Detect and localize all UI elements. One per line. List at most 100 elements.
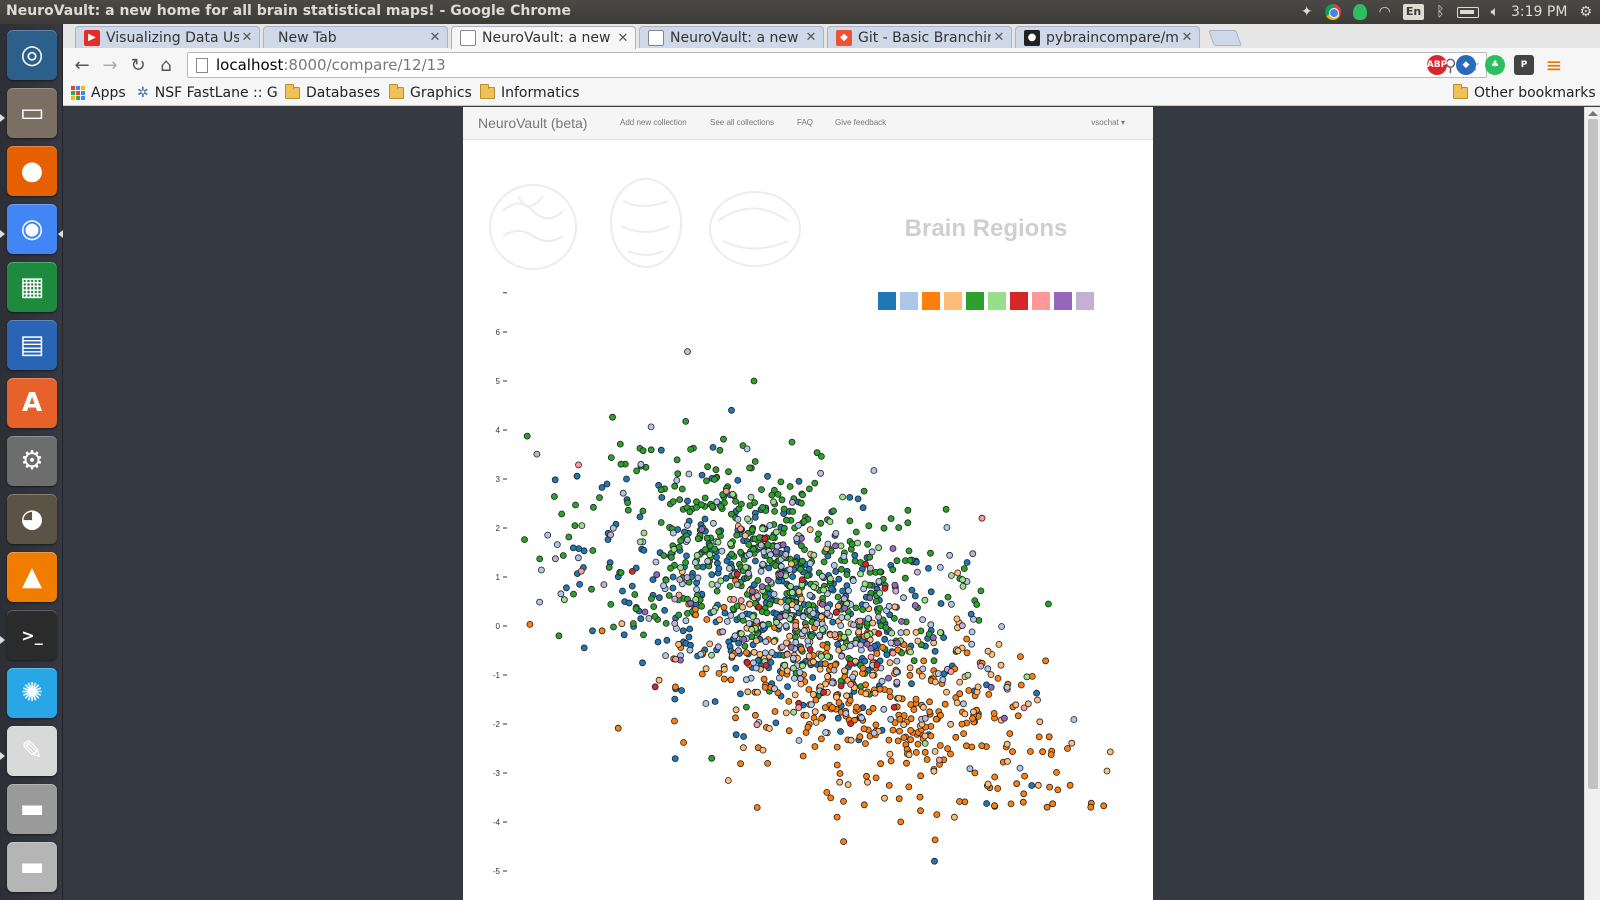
bookmark-other[interactable]: Other bookmarks [1453, 84, 1596, 101]
bookmark-databases[interactable]: Databases [285, 84, 380, 101]
scatter-point [806, 526, 814, 534]
app-splash-icon[interactable]: ✺ [7, 668, 57, 718]
browser-tab[interactable]: ● pybraincompare/ma ✕ [1015, 26, 1200, 48]
scatter-point [912, 695, 920, 703]
bookmark-informatics[interactable]: Informatics [480, 84, 580, 101]
terminal-icon[interactable]: >_ [7, 610, 57, 660]
tab-close-icon[interactable]: ✕ [617, 30, 629, 46]
chrome-tray-icon[interactable] [1324, 4, 1341, 20]
bookmark-fastlane[interactable]: ✲ NSF FastLane :: G [137, 85, 278, 101]
scatter-point [954, 569, 962, 577]
scatter-chart[interactable]: Brain Regions 6 5 4 3 2 1 0 -1 -2 -3 -4 -5 [463, 141, 1153, 900]
scatter-point [1053, 769, 1060, 776]
chrome-menu-icon[interactable]: ≡ [1545, 53, 1563, 77]
user-menu[interactable]: vsochat ▾ [1091, 118, 1125, 127]
nav-faq[interactable]: FAQ [797, 118, 814, 127]
zoom-search-icon[interactable]: ⚲ [1444, 56, 1457, 76]
scatter-point [651, 683, 659, 691]
scatter-point [843, 571, 851, 579]
scatter-point [671, 683, 679, 691]
scatter-point [780, 524, 788, 532]
address-bar[interactable]: localhost:8000/compare/12/13 ⚲ ☆ [187, 52, 1487, 78]
file-manager-icon[interactable]: ▭ [7, 88, 57, 138]
browser-tab[interactable]: NeuroVault: a new h ✕ [451, 26, 636, 49]
bookmark-graphics[interactable]: Graphics [389, 84, 472, 101]
scatter-point [846, 696, 854, 704]
tab-close-icon[interactable]: ✕ [993, 30, 1005, 45]
evernote-extension-icon[interactable]: ♣ [1485, 55, 1505, 75]
browser-tab[interactable]: ◆ Git - Basic Branching ✕ [827, 26, 1012, 48]
scatter-point [748, 526, 756, 534]
dropbox-icon[interactable]: ✦ [1300, 4, 1313, 20]
system-settings-icon[interactable]: ⚙ [7, 436, 57, 486]
scatter-point [867, 653, 875, 661]
bookmark-apps[interactable]: Apps [71, 85, 126, 101]
optical-drive-icon[interactable]: ▬ [7, 842, 57, 892]
gimp-icon[interactable]: ◕ [7, 494, 57, 544]
scatter-point [830, 561, 838, 569]
back-arrow-icon[interactable]: ← [74, 54, 90, 76]
scatter-point [821, 660, 829, 668]
scatter-point [610, 623, 617, 631]
scatter-point [714, 538, 722, 546]
scatter-point [735, 639, 743, 647]
page-scrollbar[interactable] [1584, 107, 1600, 900]
text-editor-icon[interactable]: ✎ [7, 726, 57, 776]
new-tab-button[interactable] [1208, 30, 1242, 46]
clock[interactable]: 3:19 PM [1511, 4, 1568, 20]
scatter-point [886, 659, 894, 666]
scatter-point [734, 515, 742, 523]
scatter-point [662, 652, 670, 659]
battery-icon[interactable] [1456, 6, 1479, 18]
scatter-point [933, 811, 941, 818]
volume-icon[interactable]: 🔈︎ [1490, 4, 1500, 20]
tab-close-icon[interactable]: ✕ [429, 30, 441, 45]
scatter-point [932, 715, 940, 723]
scatter-point [551, 476, 559, 484]
browser-tab[interactable]: ▶ Visualizing Data Usi ✕ [75, 26, 260, 48]
tab-close-icon[interactable]: ✕ [805, 30, 817, 45]
session-gear-icon[interactable]: ⚙ [1579, 4, 1592, 20]
scatter-point [721, 609, 729, 617]
wifi-icon[interactable]: ◠ [1378, 4, 1391, 20]
dash-icon[interactable]: ◎ [7, 30, 57, 80]
bookmark-other-label: Other bookmarks [1474, 85, 1596, 101]
spreadsheet-icon[interactable]: ▦ [7, 262, 57, 312]
nav-add-collection[interactable]: Add new collection [620, 118, 687, 127]
scatter-point [952, 733, 960, 741]
forward-arrow-icon[interactable]: → [102, 54, 118, 76]
firefox-icon[interactable]: ● [7, 146, 57, 196]
scatter-point [636, 513, 644, 521]
bluetooth-icon[interactable]: ᛒ [1436, 4, 1445, 20]
scatter-point [770, 590, 778, 598]
neurovault-brand[interactable]: NeuroVault (beta) [478, 115, 588, 131]
reload-icon[interactable]: ↻ [130, 54, 146, 76]
tab-close-icon[interactable]: ✕ [241, 30, 253, 45]
pocket-p-icon[interactable]: P [1514, 55, 1534, 75]
y-tick-label: -1 [493, 671, 501, 680]
browser-tab[interactable]: NeuroVault: a new h ✕ [639, 26, 824, 48]
drive-icon[interactable]: ▬ [7, 784, 57, 834]
tab-close-icon[interactable]: ✕ [1181, 30, 1193, 45]
writer-icon[interactable]: ▤ [7, 320, 57, 370]
scatter-point [660, 552, 668, 560]
keyboard-layout-indicator[interactable]: En [1402, 4, 1425, 20]
scatter-point [684, 348, 691, 356]
software-center-icon[interactable]: A [7, 378, 57, 428]
scatter-point [706, 551, 714, 559]
home-icon[interactable]: ⌂ [160, 54, 172, 76]
browser-tab[interactable]: New Tab ✕ [263, 26, 448, 48]
chrome-icon[interactable]: ◉ [7, 204, 57, 254]
shield-extension-icon[interactable]: ◆ [1456, 55, 1476, 75]
scrollbar-thumb[interactable] [1588, 119, 1598, 789]
adblock-icon[interactable]: ABP [1427, 55, 1447, 75]
scroll-up-arrow-icon[interactable] [1588, 111, 1598, 116]
scatter-point [598, 627, 606, 635]
scatter-point [777, 571, 785, 578]
vlc-icon[interactable]: ▲ [7, 552, 57, 602]
scatter-point [818, 626, 826, 634]
scatter-point [832, 608, 840, 616]
nav-give-feedback[interactable]: Give feedback [835, 118, 887, 127]
evernote-tray-icon[interactable] [1352, 4, 1367, 20]
nav-see-collections[interactable]: See all collections [710, 118, 775, 127]
